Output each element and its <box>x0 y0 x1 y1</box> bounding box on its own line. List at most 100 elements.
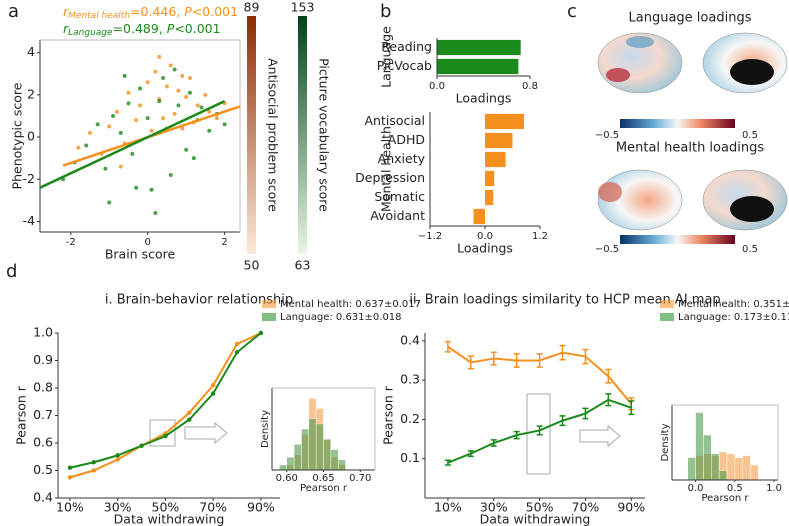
legend-label: Language: 0.173±0.114 <box>678 312 789 323</box>
point <box>184 147 189 152</box>
bar <box>473 208 485 225</box>
error-bar <box>490 351 497 366</box>
marker <box>67 465 73 470</box>
panel-label: a <box>8 1 19 22</box>
chart-title: ii. Brain loadings similarity to HCP mea… <box>409 293 720 308</box>
point <box>126 101 131 106</box>
marker <box>163 433 168 439</box>
x-tick-label: 0.0 <box>429 81 445 92</box>
y-tick-label: 0.1 <box>400 450 420 465</box>
x-tick-label: 0.0 <box>477 231 493 242</box>
x-axis-label: Loadings <box>457 241 513 256</box>
marker <box>139 443 144 448</box>
annotation: rMental health=0.446, P<0.001 <box>63 4 238 21</box>
marker <box>258 330 264 336</box>
hist-bar <box>308 418 317 471</box>
marker <box>91 468 97 473</box>
x-axis-label: Data withdrawing <box>480 512 591 526</box>
brain-region <box>626 36 654 48</box>
y-tick-label: 1.0 <box>33 325 53 340</box>
x-tick-label: 50% <box>526 500 554 515</box>
error-bar <box>490 439 497 447</box>
point <box>172 111 177 116</box>
point <box>214 116 219 121</box>
x-tick-label: −1.2 <box>418 231 442 242</box>
colorbar-tick: 50 <box>244 258 260 273</box>
x-axis-label: Loadings <box>456 91 512 106</box>
legend-label: Language: 0.631±0.018 <box>280 312 402 323</box>
hist-bar <box>279 464 287 471</box>
brain-views <box>597 32 788 94</box>
point <box>188 90 192 95</box>
marker <box>234 350 240 355</box>
hist-bar <box>695 412 704 481</box>
point <box>138 103 142 108</box>
annotation-part: r <box>63 4 69 19</box>
point <box>199 105 204 110</box>
brain-colorbar-tick: 0.5 <box>742 244 758 255</box>
y-axis-label: Density <box>660 423 671 461</box>
error-bar <box>513 430 520 440</box>
x-tick-label: 90% <box>617 500 645 515</box>
annotation-part: Mental health <box>68 11 130 21</box>
point <box>130 151 135 156</box>
colorbar-label: Antisocial problem score <box>266 58 281 212</box>
chart-title: i. Brain-behavior relationship <box>105 293 293 308</box>
marker <box>115 453 120 458</box>
annotation-part: P <box>184 4 192 19</box>
x-tick-label: 1.2 <box>532 231 548 242</box>
y-tick-label: Avoidant <box>370 208 425 223</box>
hist-bar <box>687 457 696 481</box>
legend-label: Mental health: 0.637±0.017 <box>280 299 421 310</box>
point <box>191 156 196 161</box>
bar <box>485 151 506 168</box>
hist-bar <box>330 449 339 471</box>
point <box>88 130 92 135</box>
point <box>207 109 212 114</box>
point <box>157 54 162 59</box>
panel-label: d <box>6 261 17 282</box>
axis-label: Pearson r <box>381 385 396 445</box>
x-tick-label: 90% <box>247 500 275 515</box>
point <box>134 185 139 190</box>
hist-bar <box>726 453 736 481</box>
annotation-part: =0.489, <box>113 21 167 36</box>
error-bar <box>444 340 451 353</box>
point <box>107 200 112 205</box>
y-tick-label: -4 <box>23 213 36 228</box>
annotation-part: <0.001 <box>192 4 238 19</box>
x-tick-label: 2 <box>221 237 227 248</box>
x-tick-label: 0.5 <box>727 483 743 494</box>
point <box>138 86 142 91</box>
axis-label: Language <box>379 26 394 88</box>
y-tick-label: -2 <box>23 171 35 186</box>
y-tick-label: 0.5 <box>33 462 53 477</box>
point <box>161 75 166 80</box>
fit-line <box>39 100 226 189</box>
colorbar-tick: 63 <box>295 258 311 273</box>
brain-region <box>606 68 630 82</box>
x-tick-label: 0.70 <box>349 473 371 484</box>
bar <box>437 58 519 75</box>
hist-bar <box>315 423 324 471</box>
y-tick-label: Depression <box>355 170 425 185</box>
point <box>188 75 192 80</box>
brain-colorbar-tick: −0.5 <box>595 130 619 141</box>
bar <box>485 132 513 149</box>
hist-bar <box>337 459 346 471</box>
brain-title: Mental health loadings <box>616 141 764 156</box>
point <box>149 187 154 192</box>
point <box>180 73 185 78</box>
x-tick-label: 70% <box>572 500 600 515</box>
y-tick-label: 0.4 <box>400 332 420 347</box>
point <box>172 67 177 72</box>
y-tick-label: 0.8 <box>33 380 53 395</box>
brain-colorbar <box>620 235 735 244</box>
point <box>164 84 169 89</box>
point <box>114 109 119 114</box>
point <box>176 103 181 108</box>
legend-swatch <box>660 313 674 321</box>
x-axis-label: Data withdrawing <box>114 512 225 526</box>
legend-swatch <box>262 300 276 308</box>
x-tick-label: 50% <box>152 500 180 515</box>
